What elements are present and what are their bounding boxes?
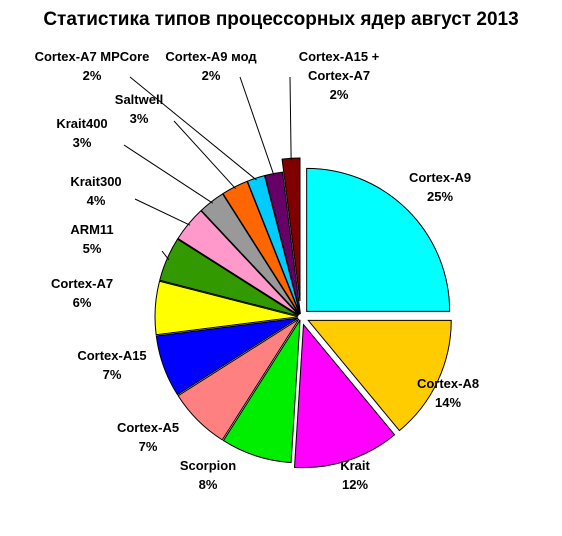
slice-label-cortex-a9: Cortex-A9 25% [409,170,471,204]
slice-label-cortex-a5: Cortex-A5 7% [117,420,179,454]
slice-percent: 2% [202,68,221,83]
slice-label-cortex-a9-мод: Cortex-A9 мод 2% [165,49,257,83]
slice-label-scorpion: Scorpion 8% [180,458,236,492]
slice-name: ARM11 [70,222,113,237]
slice-percent: 25% [427,189,453,204]
slice-name: Cortex-A15 + [299,49,380,64]
slice-name: Cortex-A9 [409,170,471,185]
slice-percent: 2% [330,87,349,102]
slice-label-krait400: Krait400 3% [56,116,107,150]
slice-percent: 6% [73,295,92,310]
pie-slice-cortex-a9 [306,167,451,312]
slice-label-krait: Krait 12% [340,458,370,492]
slice-percent: 5% [83,241,102,256]
chart-title: Статистика типов процессорных ядер авгус… [43,9,519,30]
pie-slice-cortex-a8 [307,319,452,432]
pie-slice-arm11 [159,238,299,317]
slice-name: Cortex-A8 [417,376,479,391]
slice-percent: 4% [87,193,106,208]
pie-slice-scorpion [222,319,301,464]
slice-label-saltwell: Saltwell 3% [115,92,163,126]
slice-name: Krait [340,458,370,473]
slice-percent: 14% [435,395,461,410]
slice-percent: 2% [83,68,102,83]
slice-name: Krait400 [56,116,107,131]
pie-slices [154,157,452,469]
slice-name: Saltwell [115,92,163,107]
slice-label-cortex-a15: Cortex-A15 7% [77,348,146,382]
leader-line-saltwell [173,120,236,190]
slice-name: Cortex-A5 [117,420,179,435]
leader-line-cortex-a15-cortex-a7 [289,76,292,161]
leader-line-krait400 [123,144,214,204]
pie-slice-cortex-a15 [155,317,299,396]
leader-line-arm11 [161,250,170,261]
leader-line-cortex-a7-mpcore [129,76,257,181]
slice-label-cortex-a8: Cortex-A8 14% [417,376,479,410]
slice-percent: 8% [199,477,218,492]
pie-slice-cortex-a5 [177,318,300,441]
slice-name: Cortex-A7 [308,68,370,83]
slice-name: Cortex-A9 мод [165,49,257,64]
slice-percent: 3% [73,135,92,150]
slice-name: Cortex-A15 [77,348,146,363]
pie-slice-krait [293,323,396,469]
slice-label-arm11: ARM11 5% [70,222,113,256]
slice-percent: 7% [139,439,158,454]
slice-percent: 3% [130,111,149,126]
leader-line-cortex-a9-мод [239,76,275,176]
pie-slice-cortex-a7 [154,280,299,336]
slice-percent: 12% [342,477,368,492]
slice-percent: 7% [103,367,122,382]
slice-label-cortex-a15-cortex-a7: Cortex-A15 + Cortex-A7 2% [299,49,380,102]
slice-label-cortex-a7: Cortex-A7 6% [51,276,113,310]
slice-label-krait300: Krait300 4% [70,174,121,208]
slice-labels: Cortex-A9 25% Cortex-A8 14% Krait 12% Scorpion… [35,49,479,492]
pie-slice-krait400 [200,193,300,315]
slice-name: Krait300 [70,174,121,189]
slice-name: Cortex-A7 [51,276,113,291]
leader-line-krait300 [134,198,191,226]
slice-name: Cortex-A7 MPCore [35,49,150,64]
slice-label-cortex-a7-mpcore: Cortex-A7 MPCore 2% [35,49,150,83]
leader-lines [123,76,292,261]
slice-name: Scorpion [180,458,236,473]
